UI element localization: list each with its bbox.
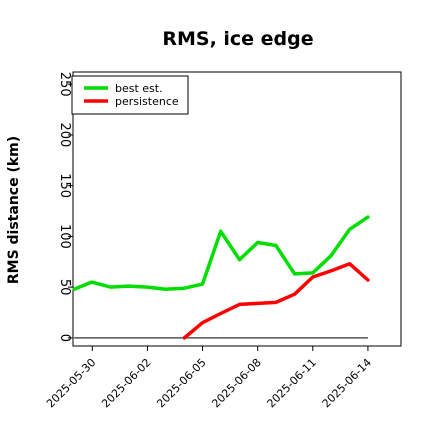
plot-frame (72, 71, 402, 347)
y-tick-label-200: 200 (57, 123, 72, 148)
y-tick-label-250: 250 (57, 72, 72, 97)
legend-entry-best-est: best est. (115, 82, 163, 95)
x-tick-label-2: 2025-06-05 (154, 356, 208, 410)
x-tick-label-3: 2025-06-08 (209, 356, 263, 410)
y-axis-label: RMS distance (km) (6, 136, 22, 284)
chart-title: RMS, ice edge (162, 28, 313, 50)
x-tick-label-4: 2025-06-11 (265, 356, 319, 410)
y-tick-label-150: 150 (57, 173, 72, 198)
x-tick-label-1: 2025-06-02 (99, 356, 153, 410)
y-tick-label-50: 50 (57, 279, 72, 296)
y-tick-label-0: 0 (57, 334, 72, 342)
legend-box (71, 75, 189, 115)
series-line-best-est (72, 215, 370, 291)
y-tick-label-100: 100 (57, 224, 72, 249)
legend: best est. persistence (71, 75, 189, 115)
legend-entry-persistence: persistence (115, 95, 179, 108)
series-line-persistence (182, 262, 370, 340)
x-tick-label-0: 2025-05-30 (44, 356, 98, 410)
x-tick-label-5: 2025-06-14 (320, 356, 374, 410)
